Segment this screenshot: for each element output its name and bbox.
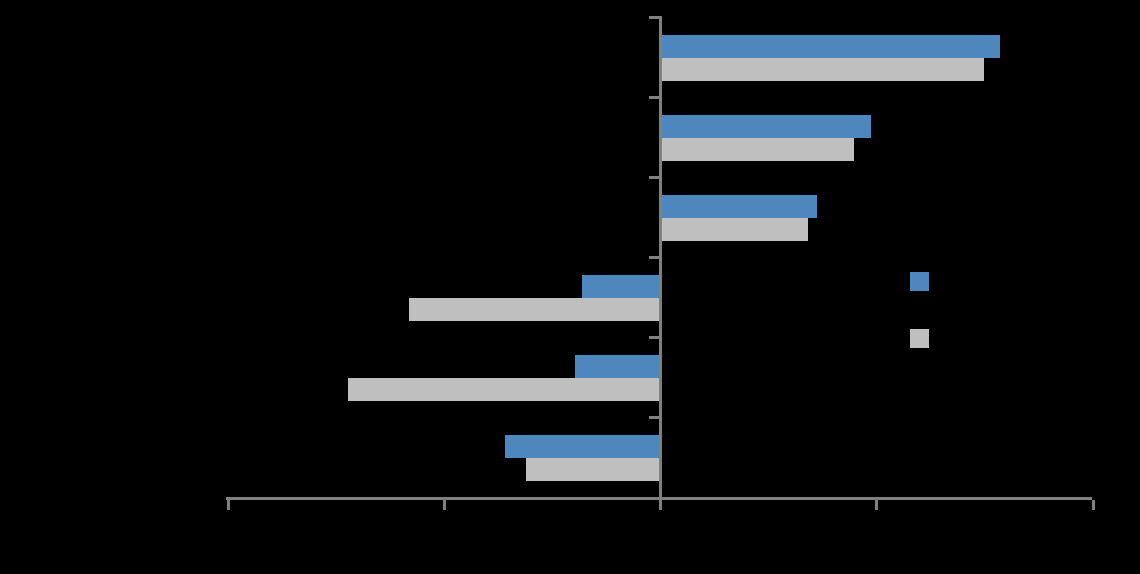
bar-blue-2 [662, 195, 817, 218]
legend-swatch-gray [910, 329, 929, 348]
bar-blue-5 [505, 435, 659, 458]
x-axis-tick [1091, 500, 1095, 510]
x-axis-tick [442, 500, 446, 510]
bar-blue-1 [662, 115, 871, 138]
bar-blue-3 [582, 275, 659, 298]
y-axis-tick [649, 96, 661, 99]
y-axis-tick [649, 16, 661, 19]
bar-gray-0 [662, 58, 985, 81]
x-axis-line [226, 497, 1092, 500]
legend-swatch-blue [910, 272, 929, 291]
bar-gray-1 [662, 138, 855, 161]
x-axis-tick [226, 500, 230, 510]
y-axis-tick [649, 336, 661, 339]
y-axis-tick [649, 416, 661, 419]
bar-blue-4 [574, 355, 659, 378]
bar-gray-3 [409, 298, 659, 321]
y-axis-tick [649, 256, 661, 259]
bar-gray-4 [347, 378, 659, 401]
y-axis-line [659, 16, 662, 510]
bar-gray-2 [662, 218, 808, 241]
x-axis-tick [875, 500, 879, 510]
bar-gray-5 [526, 458, 659, 481]
bar-blue-0 [662, 35, 1001, 58]
y-axis-tick [649, 176, 661, 179]
